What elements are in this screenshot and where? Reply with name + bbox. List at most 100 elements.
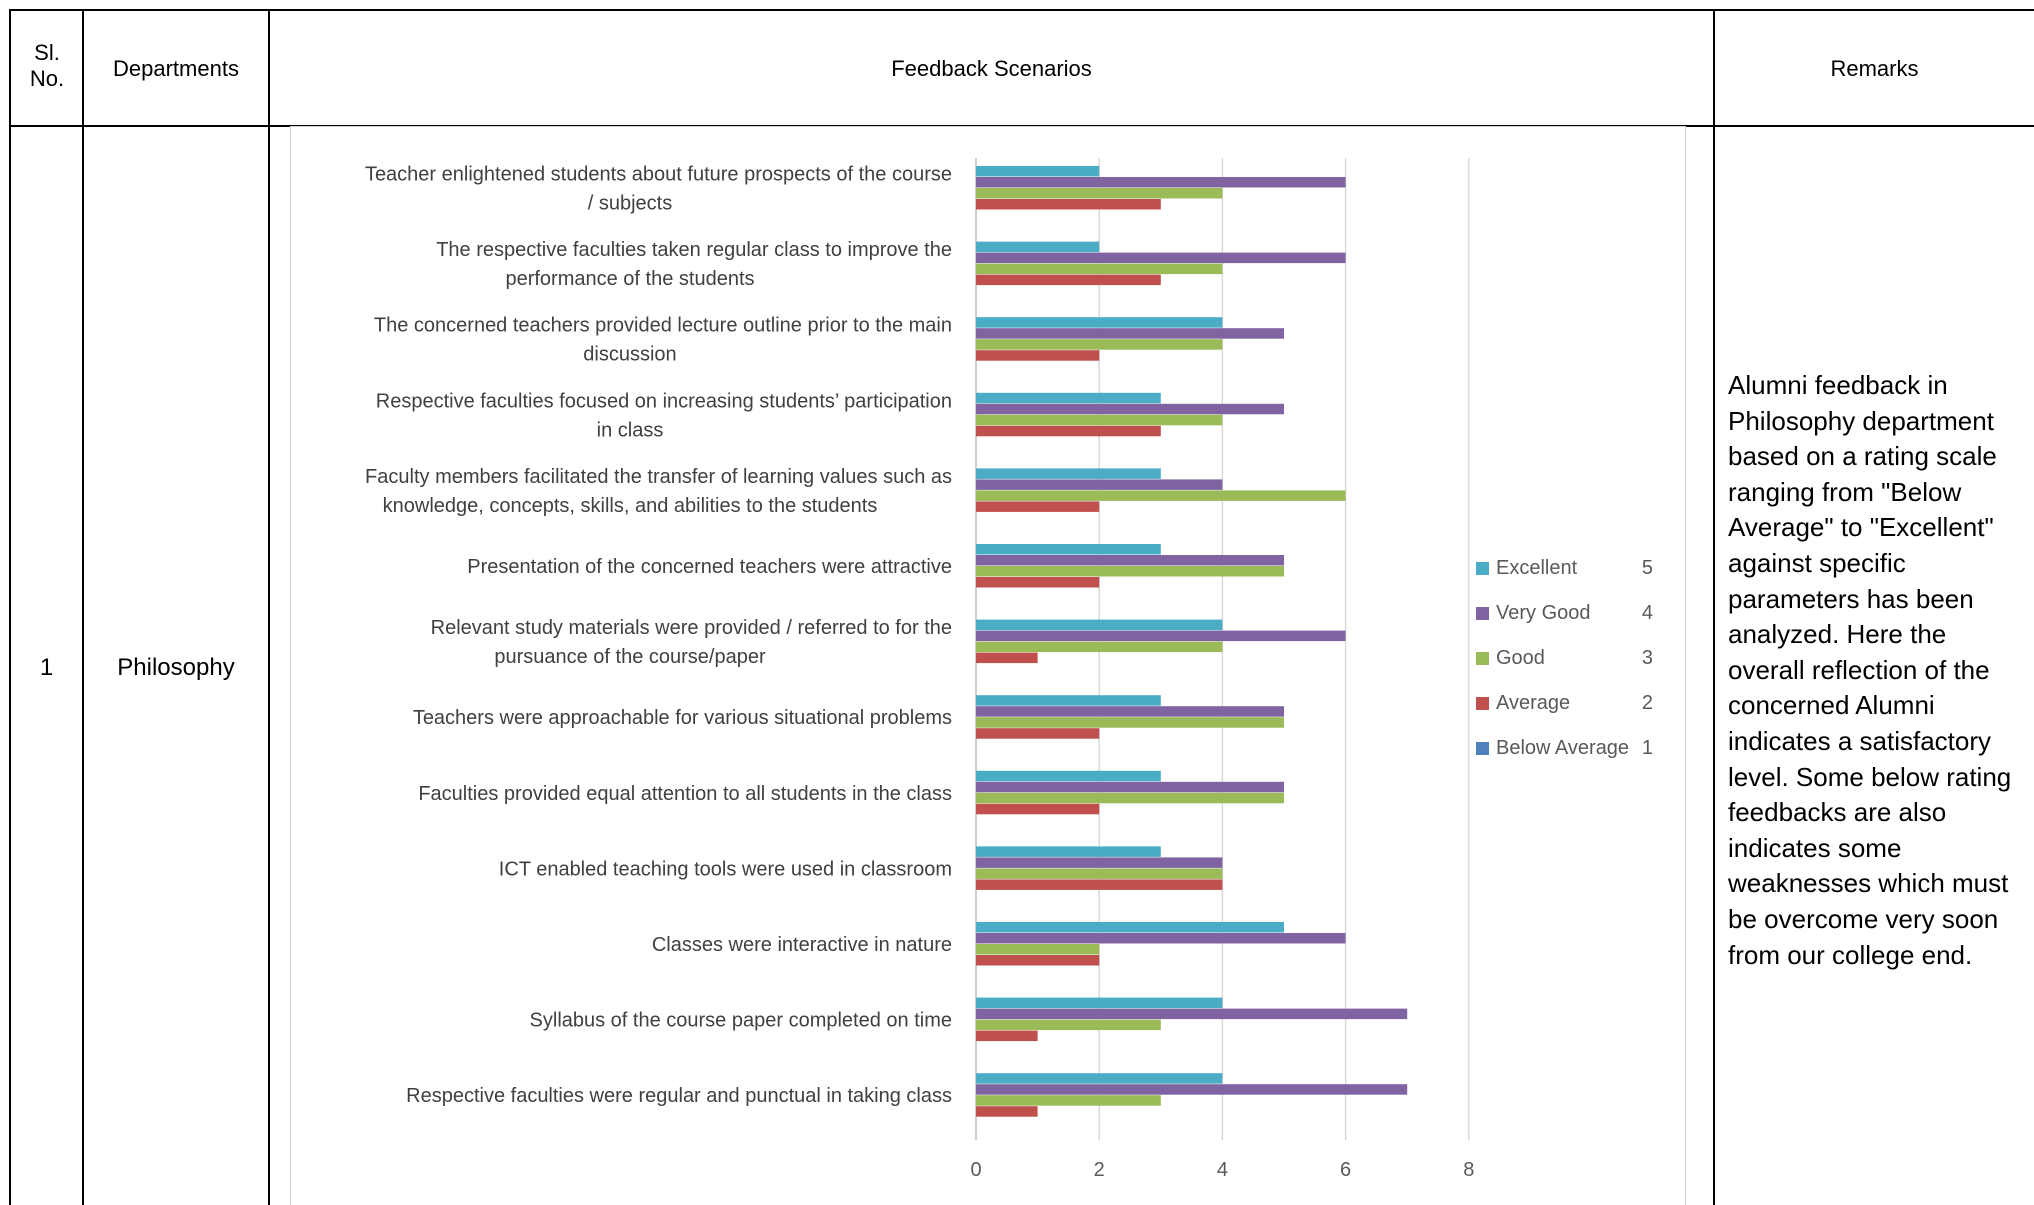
bar-very-good-6 bbox=[976, 555, 1284, 566]
category-label-4-line-2: in class bbox=[597, 419, 664, 441]
bar-very-good-10 bbox=[976, 857, 1223, 868]
category-label-12-line-1: Syllabus of the course paper completed o… bbox=[530, 1010, 952, 1032]
bar-average-13 bbox=[976, 1106, 1038, 1117]
header-departments: Departments bbox=[113, 56, 239, 81]
category-label-9-line-1: Faculties provided equal attention to al… bbox=[418, 783, 952, 805]
bar-very-good-3 bbox=[976, 328, 1284, 339]
col-divider-sl bbox=[82, 9, 84, 1205]
bar-good-5 bbox=[976, 490, 1346, 501]
category-label-11-line-1: Classes were interactive in nature bbox=[652, 934, 952, 956]
legend-rating-good: 3 bbox=[1642, 647, 1653, 669]
category-label-1-line-2: / subjects bbox=[588, 193, 672, 215]
row-department: Philosophy bbox=[117, 654, 235, 681]
bar-excellent-5 bbox=[976, 468, 1161, 479]
category-label-2-line-2: performance of the students bbox=[505, 268, 754, 290]
legend-swatch-good bbox=[1476, 652, 1489, 665]
legend-swatch-below-average bbox=[1476, 742, 1489, 755]
category-label-5-line-2: knowledge, concepts, skills, and abiliti… bbox=[383, 495, 878, 517]
bar-very-good-2 bbox=[976, 252, 1346, 264]
bar-good-10 bbox=[976, 868, 1223, 879]
bar-very-good-5 bbox=[976, 479, 1223, 490]
bar-very-good-9 bbox=[976, 781, 1284, 793]
chart-area bbox=[290, 126, 1686, 1205]
bar-excellent-2 bbox=[976, 241, 1100, 253]
legend-swatch-average bbox=[1476, 697, 1489, 710]
bar-good-1 bbox=[976, 188, 1223, 199]
col-divider-remarks bbox=[1713, 9, 1715, 1205]
category-label-7-line-2: pursuance of the course/paper bbox=[494, 646, 766, 668]
bar-good-13 bbox=[976, 1095, 1161, 1106]
bar-very-good-4 bbox=[976, 403, 1284, 415]
bar-average-3 bbox=[976, 350, 1100, 361]
legend-label-below-average: Below Average bbox=[1496, 737, 1629, 759]
category-label-3-line-2: discussion bbox=[583, 344, 676, 366]
table-left-border bbox=[9, 9, 11, 1205]
bar-average-5 bbox=[976, 501, 1100, 512]
bar-average-1 bbox=[976, 199, 1161, 210]
bar-excellent-8 bbox=[976, 695, 1161, 706]
category-label-6-line-1: Presentation of the concerned teachers w… bbox=[467, 556, 952, 578]
bar-excellent-1 bbox=[976, 166, 1100, 177]
bar-very-good-7 bbox=[976, 630, 1346, 642]
bar-very-good-1 bbox=[976, 177, 1346, 188]
row-remarks: Alumni feedback in Philosophy department… bbox=[1728, 370, 2012, 970]
col-divider-dept bbox=[268, 9, 270, 1205]
header-remarks: Remarks bbox=[1830, 56, 1919, 81]
legend-rating-below-average: 1 bbox=[1642, 737, 1653, 759]
bar-average-6 bbox=[976, 577, 1100, 588]
bar-good-7 bbox=[976, 641, 1223, 653]
category-label-2-line-1: The respective faculties taken regular c… bbox=[436, 239, 952, 261]
row-sl-no: 1 bbox=[39, 654, 54, 681]
bar-very-good-13 bbox=[976, 1084, 1408, 1095]
bar-excellent-12 bbox=[976, 997, 1223, 1009]
bar-excellent-6 bbox=[976, 544, 1161, 555]
legend-swatch-very-good bbox=[1476, 607, 1489, 620]
header-feedback-scenarios: Feedback Scenarios bbox=[891, 56, 1092, 81]
header-sl-no: Sl. No. bbox=[29, 40, 65, 92]
legend-label-excellent: Excellent bbox=[1496, 557, 1578, 579]
bar-good-11 bbox=[976, 944, 1100, 955]
bar-average-2 bbox=[976, 274, 1161, 286]
bar-excellent-9 bbox=[976, 770, 1161, 782]
legend-rating-excellent: 5 bbox=[1642, 557, 1653, 579]
bar-good-6 bbox=[976, 566, 1284, 577]
x-tick-label-4: 4 bbox=[1217, 1159, 1228, 1181]
table-top-border bbox=[9, 9, 2034, 11]
bar-average-4 bbox=[976, 425, 1161, 437]
legend-rating-very-good: 4 bbox=[1642, 602, 1653, 624]
x-tick-label-8: 8 bbox=[1463, 1159, 1474, 1181]
category-label-8-line-1: Teachers were approachable for various s… bbox=[413, 707, 952, 729]
legend-label-very-good: Very Good bbox=[1496, 602, 1591, 624]
bar-good-2 bbox=[976, 263, 1223, 275]
bar-average-8 bbox=[976, 728, 1100, 739]
bar-average-9 bbox=[976, 803, 1100, 815]
x-tick-label-2: 2 bbox=[1094, 1159, 1105, 1181]
bar-excellent-3 bbox=[976, 317, 1223, 328]
bar-good-8 bbox=[976, 717, 1284, 728]
category-label-1-line-1: Teacher enlightened students about futur… bbox=[365, 164, 952, 186]
category-label-4-line-1: Respective faculties focused on increasi… bbox=[376, 390, 952, 412]
x-tick-label-6: 6 bbox=[1340, 1159, 1351, 1181]
category-label-7-line-1: Relevant study materials were provided /… bbox=[431, 617, 952, 639]
bar-very-good-12 bbox=[976, 1008, 1408, 1020]
legend-label-good: Good bbox=[1496, 647, 1545, 669]
bar-excellent-4 bbox=[976, 392, 1161, 404]
bar-excellent-13 bbox=[976, 1073, 1223, 1084]
bar-average-11 bbox=[976, 955, 1100, 966]
bar-good-9 bbox=[976, 792, 1284, 804]
bar-average-7 bbox=[976, 652, 1038, 664]
bar-excellent-7 bbox=[976, 619, 1223, 631]
category-label-13-line-1: Respective faculties were regular and pu… bbox=[406, 1085, 952, 1107]
legend-label-average: Average bbox=[1496, 692, 1570, 714]
bar-good-4 bbox=[976, 414, 1223, 426]
bar-very-good-11 bbox=[976, 933, 1346, 944]
legend-swatch-excellent bbox=[1476, 562, 1489, 575]
bar-very-good-8 bbox=[976, 706, 1284, 717]
legend-rating-average: 2 bbox=[1642, 692, 1653, 714]
bar-excellent-10 bbox=[976, 846, 1161, 857]
bar-average-10 bbox=[976, 879, 1223, 890]
category-label-10-line-1: ICT enabled teaching tools were used in … bbox=[499, 858, 952, 880]
bar-average-12 bbox=[976, 1030, 1038, 1042]
category-label-5-line-1: Faculty members facilitated the transfer… bbox=[365, 466, 952, 488]
